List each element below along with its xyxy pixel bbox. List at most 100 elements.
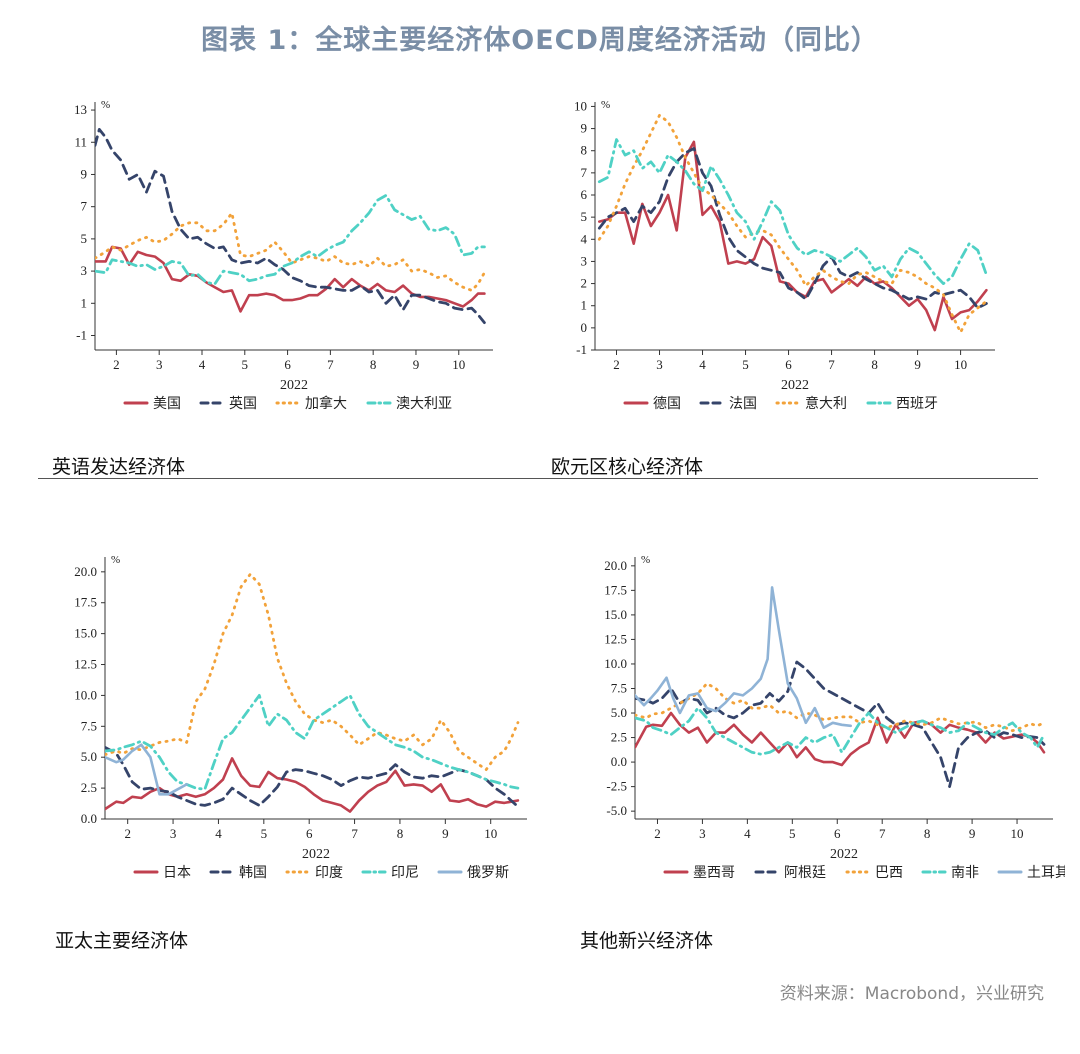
legend: 日本 韩国 印度 印尼 俄罗斯 (133, 865, 509, 881)
y-tick-label: 1 (81, 295, 88, 310)
x-tick-label: 5 (789, 826, 796, 841)
y-tick-label: 5 (81, 231, 88, 246)
y-tick-label: 12.5 (604, 631, 627, 646)
legend-label: 阿根廷 (784, 865, 826, 881)
legend-label: 墨西哥 (693, 865, 735, 881)
chart-eurozone-core: -1 0 1 2 3 4 5 6 7 8 9 10 % 2 3 4 5 6 7 8 9 10 2022 德国 法国 意大利 西班牙 (574, 98, 995, 412)
series-line-德国 (598, 140, 988, 332)
series-group (597, 113, 988, 334)
series-line-法国 (597, 147, 988, 310)
legend-label: 美国 (153, 396, 181, 412)
x-tick-label: 10 (452, 357, 465, 372)
x-tick-label: 9 (969, 826, 976, 841)
legend: 墨西哥 阿根廷 巴西 南非 土耳其 (663, 865, 1065, 881)
x-tick-label: 7 (351, 826, 358, 841)
y-tick-label: -5.0 (606, 803, 627, 818)
legend-label: 南非 (951, 865, 979, 881)
unit-label: % (601, 99, 610, 111)
y-tick-label: 17.5 (604, 582, 627, 597)
series-line-美国 (95, 245, 486, 313)
x-tick-label: 7 (327, 357, 334, 372)
subtitle-other-emerging: 其他新兴经济体 (580, 930, 714, 952)
y-tick-label: -2.5 (606, 779, 627, 794)
y-tick-label: 1 (581, 298, 588, 313)
chart-asia-pacific: 0.0 2.5 5.0 7.5 10.0 12.5 15.0 17.5 20.0% 2 3 4 5 6 7 8… (74, 554, 527, 881)
legend-label: 巴西 (875, 865, 903, 881)
main-title: 图表 1：全球主要经济体OECD周度经济活动（同比） (201, 25, 879, 56)
x-tick-label: 6 (284, 357, 291, 372)
subtitle-asia-pacific: 亚太主要经济体 (55, 930, 189, 952)
series-line-韩国 (105, 745, 520, 808)
x-tick-label: 3 (656, 357, 663, 372)
section-divider (38, 478, 1038, 479)
x-tick-label: 8 (871, 357, 878, 372)
x-tick-label: 3 (170, 826, 177, 841)
legend-label: 法国 (729, 396, 757, 412)
series-line-加拿大 (95, 211, 486, 292)
y-tick-label: 7 (581, 165, 588, 180)
x-tick-label: 9 (413, 357, 420, 372)
y-tick-label: 20.0 (74, 564, 97, 579)
y-tick-label: 0 (581, 320, 588, 335)
y-tick-label: 11 (74, 134, 87, 149)
legend-label: 日本 (163, 865, 191, 881)
legend-label: 德国 (653, 396, 681, 412)
legend-label: 印度 (315, 865, 343, 881)
series-line-英国 (95, 128, 486, 324)
y-tick-label: 8 (581, 143, 588, 158)
y-tick-label: 2 (581, 276, 588, 291)
x-tick-label: 4 (699, 357, 706, 372)
legend-label: 英国 (229, 395, 257, 412)
legend: 美国 英国 加拿大 澳大利亚 (123, 395, 452, 412)
series-line-阿根廷 (635, 660, 1046, 788)
y-tick-label: 17.5 (74, 595, 97, 610)
subtitle-english-speaking: 英语发达经济体 (52, 456, 186, 478)
x-tick-label: 9 (442, 826, 449, 841)
year-label: 2022 (781, 378, 809, 393)
y-tick-label: 5.0 (611, 705, 627, 720)
series-line-印度 (105, 572, 520, 771)
series-group (105, 572, 520, 813)
series-line-西班牙 (597, 138, 988, 285)
x-tick-label: 5 (261, 826, 268, 841)
y-tick-label: 9 (81, 166, 88, 181)
subtitle-eurozone-core: 欧元区核心经济体 (551, 456, 704, 478)
y-tick-label: 10.0 (74, 687, 97, 702)
x-tick-label: 6 (834, 826, 841, 841)
x-tick-label: 10 (1011, 826, 1024, 841)
series-line-日本 (105, 757, 520, 813)
x-tick-label: 5 (742, 357, 749, 372)
y-tick-label: 3 (581, 253, 588, 268)
series-line-印尼 (105, 694, 520, 791)
x-tick-label: 2 (113, 357, 120, 372)
source-note: 资料来源：Macrobond，兴业研究 (779, 984, 1044, 1004)
legend-label: 澳大利亚 (396, 396, 452, 412)
axes: -1 0 1 2 3 4 5 6 7 8 9 10 % 2 3 4 5 6 7 8 9 10 2022 (574, 98, 995, 393)
y-tick-label: 7 (81, 199, 88, 214)
legend-label: 意大利 (805, 395, 847, 412)
y-tick-label: 3 (81, 263, 88, 278)
x-tick-label: 10 (954, 357, 967, 372)
y-tick-label: -1 (576, 342, 587, 357)
x-tick-label: 7 (879, 826, 886, 841)
legend-label: 俄罗斯 (467, 865, 509, 881)
y-tick-label: 9 (581, 121, 588, 136)
x-tick-label: 8 (370, 357, 377, 372)
y-tick-label: 2.5 (611, 730, 627, 745)
legend-label: 加拿大 (305, 395, 347, 412)
legend-label: 西班牙 (896, 396, 938, 412)
x-tick-label: 6 (785, 357, 792, 372)
x-tick-label: 3 (156, 357, 163, 372)
y-tick-label: 15.0 (74, 626, 97, 641)
y-tick-label: 10.0 (604, 656, 627, 671)
x-tick-label: 5 (242, 357, 249, 372)
x-tick-label: 2 (613, 357, 620, 372)
series-line-巴西 (635, 682, 1046, 733)
y-tick-label: 6 (581, 187, 588, 202)
x-tick-label: 7 (828, 357, 835, 372)
unit-label: % (111, 554, 120, 566)
legend-label: 印尼 (391, 865, 419, 881)
x-tick-label: 6 (306, 826, 313, 841)
y-tick-label: 12.5 (74, 657, 97, 672)
